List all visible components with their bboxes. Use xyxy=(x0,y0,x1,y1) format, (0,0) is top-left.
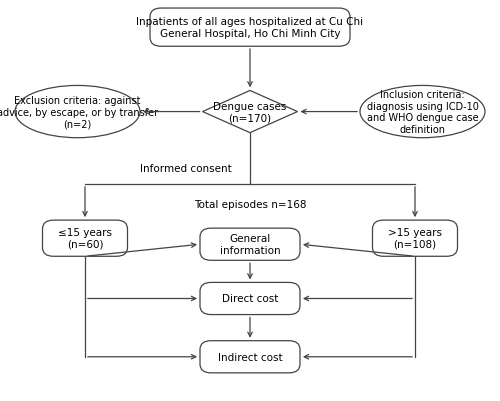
Text: Direct cost: Direct cost xyxy=(222,294,278,304)
FancyBboxPatch shape xyxy=(150,9,350,47)
Text: >15 years
(n=108): >15 years (n=108) xyxy=(388,228,442,249)
FancyBboxPatch shape xyxy=(200,283,300,315)
Ellipse shape xyxy=(360,86,485,138)
Text: Inpatients of all ages hospitalized at Cu Chi
General Hospital, Ho Chi Minh City: Inpatients of all ages hospitalized at C… xyxy=(136,17,364,39)
Text: ≤15 years
(n=60): ≤15 years (n=60) xyxy=(58,228,112,249)
Text: Total episodes n=168: Total episodes n=168 xyxy=(194,200,306,209)
Text: General
information: General information xyxy=(220,234,280,255)
Text: Indirect cost: Indirect cost xyxy=(218,352,282,362)
Text: Informed consent: Informed consent xyxy=(140,164,232,173)
FancyBboxPatch shape xyxy=(200,341,300,373)
FancyBboxPatch shape xyxy=(372,221,458,257)
Text: Exclusion criteria: against
advice, by escape, or by transfer
(n=2): Exclusion criteria: against advice, by e… xyxy=(0,96,158,129)
Ellipse shape xyxy=(15,86,140,138)
FancyBboxPatch shape xyxy=(42,221,127,257)
Polygon shape xyxy=(202,91,298,133)
Text: Inclusion criteria:
diagnosis using ICD-10
and WHO dengue case
definition: Inclusion criteria: diagnosis using ICD-… xyxy=(366,90,478,135)
Text: Dengue cases
(n=170): Dengue cases (n=170) xyxy=(214,101,286,123)
FancyBboxPatch shape xyxy=(200,229,300,261)
